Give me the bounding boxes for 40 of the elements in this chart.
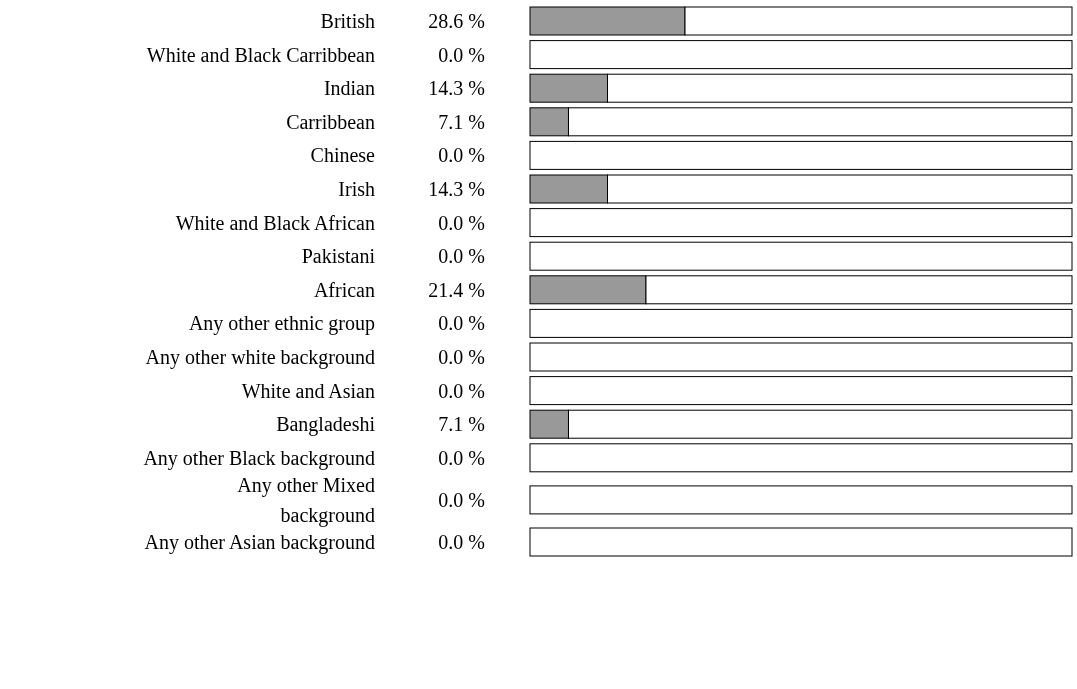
y-tick-label: White and Black African bbox=[175, 211, 375, 234]
data-label: 0.0 % bbox=[438, 144, 485, 167]
bar bbox=[529, 241, 1073, 271]
y-tick-label: Irish bbox=[338, 178, 375, 200]
bar bbox=[529, 376, 1073, 406]
data-label: 14.3 % bbox=[428, 77, 485, 100]
bar bbox=[529, 342, 1073, 372]
bar bbox=[529, 140, 1073, 170]
bar bbox=[529, 208, 1073, 238]
y-tick-label: White and Asian bbox=[241, 379, 375, 402]
data-label: 0.0 % bbox=[438, 379, 485, 402]
y-tick-label: British bbox=[320, 10, 375, 32]
y-tick-label: Bangladeshi bbox=[276, 413, 376, 437]
data-label: 0.0 % bbox=[438, 488, 485, 511]
y-tick-label: Any other Mixed background bbox=[237, 473, 375, 527]
y-tick-label: African bbox=[313, 278, 375, 301]
data-label: 21.4 % bbox=[428, 278, 485, 301]
data-label: 0.0 % bbox=[438, 245, 485, 268]
y-tick-label: Carribbean bbox=[286, 110, 375, 133]
data-label: 0.0 % bbox=[438, 346, 485, 368]
data-label: 28.6 % bbox=[428, 10, 485, 32]
bar bbox=[529, 308, 1073, 338]
data-label: 7.1 % bbox=[438, 110, 485, 133]
y-tick-label: Any other Black background bbox=[143, 446, 375, 470]
y-tick-label: Any other white background bbox=[145, 346, 375, 369]
data-label: 0.0 % bbox=[438, 312, 485, 335]
data-label: 0.0 % bbox=[438, 43, 485, 66]
y-tick-label: Pakistani bbox=[301, 245, 376, 268]
data-label: 14.3 % bbox=[428, 178, 485, 200]
data-label: 7.1 % bbox=[438, 413, 485, 436]
data-label: 0.0 % bbox=[438, 531, 485, 553]
data-label: 0.0 % bbox=[438, 211, 485, 234]
bar bbox=[529, 443, 1073, 473]
y-tick-label: Any other ethnic group bbox=[188, 312, 375, 336]
bar bbox=[529, 40, 1073, 70]
y-tick-label: Chinese bbox=[310, 144, 376, 167]
y-tick-label: Any other Asian background bbox=[144, 531, 375, 554]
data-label: 0.0 % bbox=[438, 446, 485, 469]
y-tick-label: White and Black Carribbean bbox=[146, 43, 375, 66]
y-tick-label: Indian bbox=[323, 77, 375, 100]
